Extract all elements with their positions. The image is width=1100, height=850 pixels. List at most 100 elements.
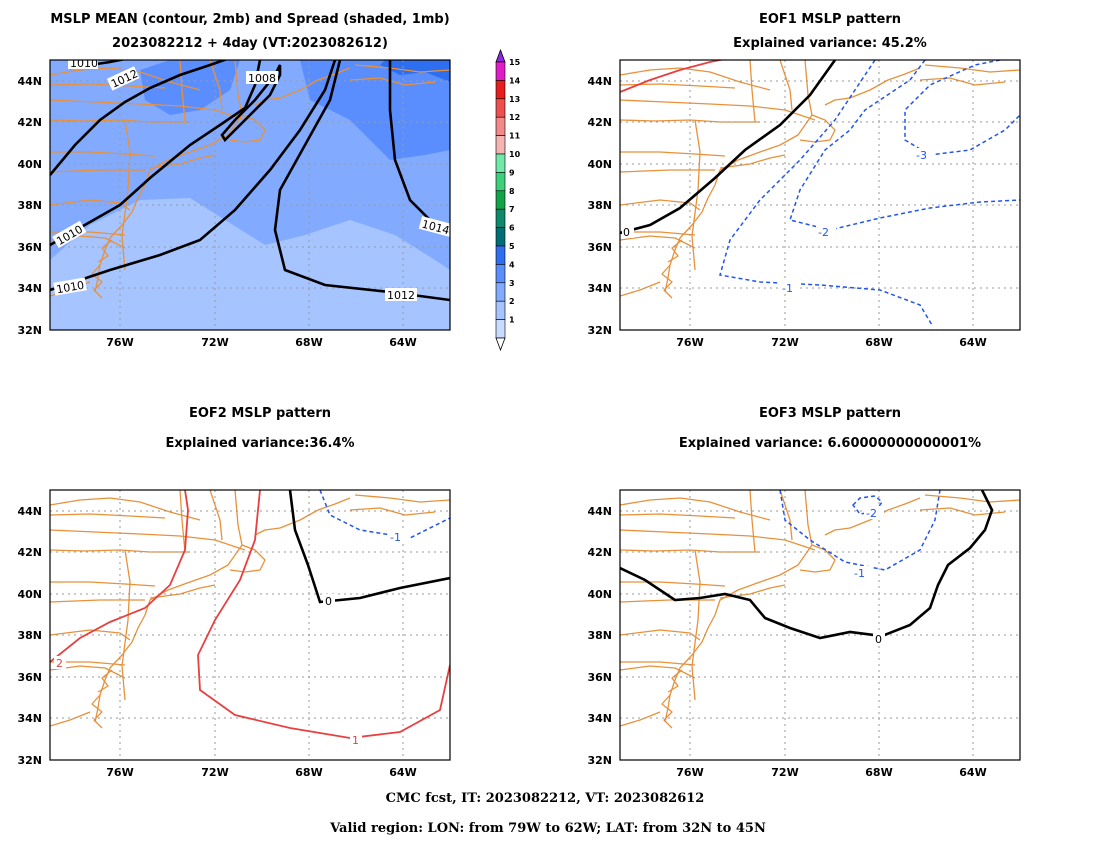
footer-forecast-info: CMC fcst, IT: 2023082212, VT: 2023082612 <box>386 791 705 806</box>
svg-text:40N: 40N <box>17 588 42 601</box>
panel-mean-spread: MSLP MEAN (contour, 2mb) and Spread (sha… <box>17 12 521 352</box>
svg-text:1008: 1008 <box>248 72 276 85</box>
colorbar-swatch <box>495 80 506 100</box>
panel-title: EOF2 MSLP pattern <box>189 406 331 421</box>
svg-text:38N: 38N <box>587 199 612 212</box>
colorbar-label: 9 <box>509 168 515 177</box>
colorbar-label: 12 <box>509 113 520 122</box>
panel-eof2: EOF2 MSLP pattern Explained variance:36.… <box>17 406 451 779</box>
svg-text:64W: 64W <box>959 766 986 779</box>
x-tick-labels: 76W 72W 68W 64W <box>106 766 416 779</box>
eof1-contour-labels: 0 -3 -2 -1 <box>622 148 934 295</box>
eof2-contour-labels: -1 0 2 1 <box>54 530 408 747</box>
colorbar-swatch <box>495 135 506 155</box>
map-area: -2 -1 0 <box>619 489 1021 761</box>
spread-level-2 <box>50 198 450 330</box>
contour-zero <box>620 490 994 640</box>
svg-text:36N: 36N <box>587 671 612 684</box>
panel-subtitle: Explained variance: 6.60000000000001% <box>679 436 981 451</box>
colorbar-label: 2 <box>509 297 515 306</box>
panel-eof1: EOF1 MSLP pattern Explained variance: 45… <box>587 12 1021 349</box>
panel-subtitle: Explained variance: 45.2% <box>733 36 927 51</box>
svg-text:38N: 38N <box>17 199 42 212</box>
x-tick-labels: 76W 72W 68W 64W <box>676 336 986 349</box>
svg-text:64W: 64W <box>389 336 416 349</box>
svg-text:68W: 68W <box>865 766 892 779</box>
colorbar-label: 10 <box>509 150 521 159</box>
colorbar-label: 15 <box>509 58 521 67</box>
svg-text:76W: 76W <box>106 766 133 779</box>
panel-title: EOF3 MSLP pattern <box>759 406 901 421</box>
contour-positive <box>620 60 725 93</box>
svg-text:42N: 42N <box>17 116 42 129</box>
map-frame <box>49 489 451 761</box>
map-area: 1010 1012 1008 1010 1010 1014 1012 <box>49 57 451 331</box>
x-tick-labels: 76W 72W 68W 64W <box>676 766 986 779</box>
panel-subtitle: Explained variance:36.4% <box>165 436 354 451</box>
colorbar-swatch <box>495 172 506 192</box>
svg-text:1010: 1010 <box>55 279 85 297</box>
colorbar-swatch <box>495 116 506 136</box>
svg-text:42N: 42N <box>587 546 612 559</box>
svg-text:32N: 32N <box>587 754 612 767</box>
svg-text:-2: -2 <box>866 507 877 520</box>
svg-text:36N: 36N <box>17 241 42 254</box>
svg-text:0: 0 <box>623 226 630 239</box>
svg-text:68W: 68W <box>865 336 892 349</box>
footer-valid-region: Valid region: LON: from 79W to 62W; LAT:… <box>329 821 766 836</box>
colorbar-swatch <box>495 208 506 228</box>
svg-text:32N: 32N <box>587 324 612 337</box>
colorbar-label: 13 <box>509 95 520 104</box>
map-area: 0 -3 -2 -1 <box>619 59 1021 331</box>
figure-footer: CMC fcst, IT: 2023082212, VT: 2023082612… <box>329 791 766 836</box>
colorbar-swatch <box>495 245 506 265</box>
svg-text:76W: 76W <box>676 766 703 779</box>
svg-text:1010: 1010 <box>70 57 98 70</box>
y-tick-labels: 44N 42N 40N 38N 36N 34N 32N <box>587 75 612 337</box>
map-frame <box>49 59 451 331</box>
svg-text:-3: -3 <box>916 149 927 162</box>
colorbar-swatch <box>495 264 506 284</box>
svg-text:36N: 36N <box>587 241 612 254</box>
contour-negative <box>719 60 1020 326</box>
svg-text:44N: 44N <box>587 505 612 518</box>
panel-title: EOF1 MSLP pattern <box>759 12 901 27</box>
contour-negative <box>779 490 941 571</box>
spread-colorbar: 15 14 13 12 11 10 9 8 7 6 5 4 3 2 1 <box>495 48 521 352</box>
y-tick-labels: 44N 42N 40N 38N 36N 34N 32N <box>17 75 42 337</box>
svg-text:42N: 42N <box>17 546 42 559</box>
x-tick-labels: 76W 72W 68W 64W <box>106 336 416 349</box>
svg-text:36N: 36N <box>17 671 42 684</box>
colorbar-label: 1 <box>509 316 515 325</box>
contour-negative <box>319 490 450 539</box>
contour-zero <box>288 490 450 604</box>
grid-lines <box>620 490 1020 760</box>
y-tick-labels: 44N 42N 40N 38N 36N 34N 32N <box>17 505 42 767</box>
colorbar-label: 5 <box>509 242 515 251</box>
colorbar-swatch <box>495 282 506 302</box>
colorbar-under-arrow <box>495 337 506 352</box>
svg-text:72W: 72W <box>771 766 798 779</box>
svg-text:0: 0 <box>875 633 882 646</box>
svg-text:38N: 38N <box>17 629 42 642</box>
map-frame <box>619 489 1021 761</box>
colorbar-label: 7 <box>509 205 515 214</box>
svg-text:44N: 44N <box>17 505 42 518</box>
svg-text:76W: 76W <box>676 336 703 349</box>
svg-text:32N: 32N <box>17 754 42 767</box>
svg-text:68W: 68W <box>295 336 322 349</box>
colorbar-over-arrow <box>495 48 506 63</box>
svg-text:40N: 40N <box>17 158 42 171</box>
colorbar-label: 11 <box>509 132 521 141</box>
svg-text:72W: 72W <box>201 336 228 349</box>
svg-text:-1: -1 <box>390 531 401 544</box>
svg-text:40N: 40N <box>587 158 612 171</box>
mean-contour-labels: 1010 1012 1008 1010 1010 1014 1012 <box>52 57 450 302</box>
colorbar-swatch <box>495 98 506 118</box>
svg-text:34N: 34N <box>587 712 612 725</box>
y-tick-labels: 44N 42N 40N 38N 36N 34N 32N <box>587 505 612 767</box>
map-frame <box>619 59 1021 331</box>
svg-text:44N: 44N <box>17 75 42 88</box>
map-area: -1 0 2 1 <box>49 489 451 761</box>
